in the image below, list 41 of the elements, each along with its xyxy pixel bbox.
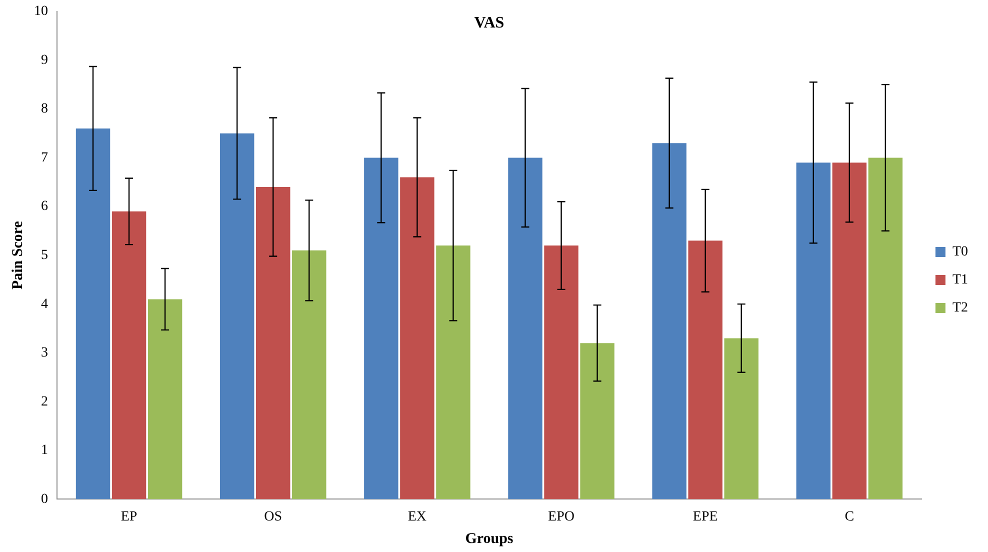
x-tick-label: EX	[408, 509, 427, 524]
bar	[364, 158, 398, 500]
bar	[220, 133, 254, 500]
bar	[148, 299, 182, 500]
legend-label: T1	[952, 272, 968, 288]
x-tick-label: OS	[264, 509, 282, 524]
y-tick-label: 7	[41, 150, 48, 166]
bar	[580, 343, 614, 500]
bar	[76, 128, 110, 500]
chart-title: VAS	[474, 14, 504, 32]
bar	[688, 240, 722, 500]
bar	[292, 250, 326, 500]
x-axis-title: Groups	[465, 530, 514, 547]
y-tick-label: 9	[41, 52, 48, 68]
bar	[400, 177, 434, 500]
x-tick-label: C	[844, 509, 854, 524]
y-axis-title: Pain Score	[10, 220, 26, 290]
bar	[868, 158, 903, 500]
y-tick-label: 1	[41, 443, 48, 458]
bar	[112, 211, 146, 500]
y-tick-label: 2	[41, 394, 48, 410]
y-tick-label: 0	[41, 492, 48, 507]
x-tick-label: EPE	[692, 509, 718, 524]
bar	[508, 158, 542, 500]
legend-label: T0	[952, 244, 968, 260]
y-tick-label: 6	[41, 199, 48, 214]
x-tick-label: EPO	[548, 509, 574, 524]
y-tick-label: 4	[41, 296, 48, 312]
bar	[436, 246, 470, 500]
y-tick-label: 8	[41, 102, 48, 117]
bar	[256, 187, 290, 500]
y-tick-label: 5	[41, 248, 48, 263]
legend-label: T2	[952, 300, 968, 316]
y-tick-label: 10	[34, 4, 48, 20]
bar	[724, 338, 758, 500]
y-tick-label: 3	[41, 346, 48, 361]
bar	[796, 162, 830, 500]
x-tick-label: EP	[120, 509, 138, 524]
bar	[832, 162, 867, 500]
bar	[544, 246, 578, 500]
bar	[652, 143, 686, 500]
